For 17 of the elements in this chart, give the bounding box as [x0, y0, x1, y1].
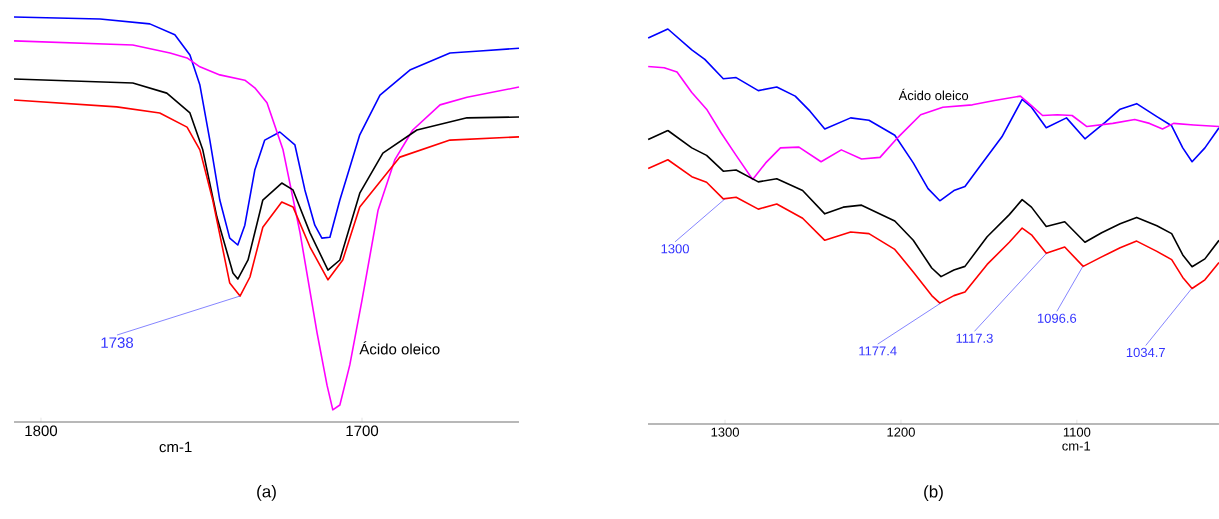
text: (b) — [924, 485, 943, 501]
series-label: Ácido oleico — [898, 88, 969, 101]
x-tick-label: 1800 — [25, 425, 58, 437]
x-tick-label: 1100 — [1063, 427, 1091, 437]
annotation: 1096.6 — [1037, 313, 1077, 323]
annotation: 1034.7 — [1126, 347, 1165, 358]
annotation: 1117.3 — [956, 333, 993, 343]
x-tick-label: 1700 — [346, 425, 379, 437]
annotation: 1177.4 — [859, 346, 897, 356]
x-tick-label: 1200 — [887, 427, 915, 437]
series-label: Ácido oleico — [359, 341, 440, 355]
x-axis-title: cm-1 — [159, 441, 192, 453]
annotation: 1300 — [661, 244, 689, 254]
text: (a) — [257, 485, 276, 501]
annotation: 1738 — [101, 337, 134, 348]
x-axis-title: cm-1 — [1062, 441, 1091, 451]
x-tick-label: 1300 — [711, 427, 739, 437]
